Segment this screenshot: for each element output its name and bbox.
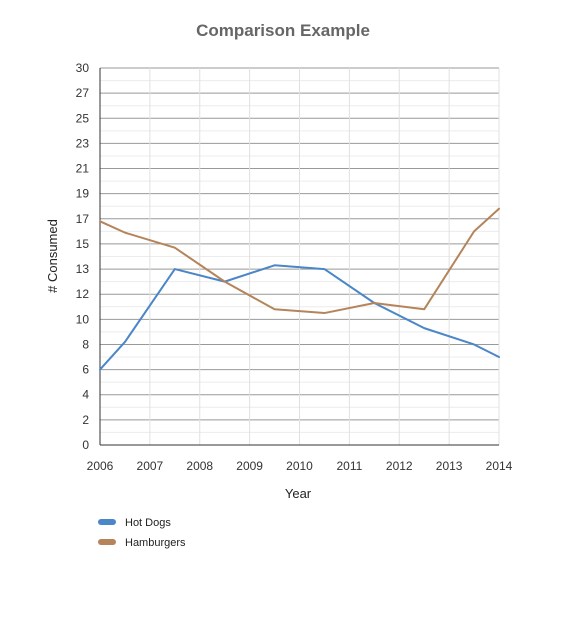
x-tick-label: 2010 bbox=[286, 459, 313, 473]
legend-label: Hot Dogs bbox=[125, 517, 171, 529]
y-tick-label: 6 bbox=[82, 363, 89, 377]
legend: Hot Dogs Hamburgers bbox=[98, 517, 186, 549]
y-tick-label: 0 bbox=[82, 438, 89, 452]
legend-swatch bbox=[98, 539, 116, 545]
x-tick-label: 2011 bbox=[336, 459, 362, 473]
y-tick-label: 13 bbox=[76, 262, 90, 276]
y-tick-label: 4 bbox=[82, 388, 89, 402]
y-tick-label: 23 bbox=[76, 136, 90, 150]
y-tick-label: 12 bbox=[76, 287, 90, 301]
y-tick-label: 21 bbox=[76, 162, 90, 176]
gridlines bbox=[99, 67, 500, 446]
x-tick-label: 2014 bbox=[486, 459, 513, 473]
x-tick-label: 2008 bbox=[186, 459, 213, 473]
y-tick-label: 2 bbox=[82, 413, 89, 427]
y-tick-label: 25 bbox=[76, 111, 90, 125]
series-line-hot-dogs bbox=[99, 264, 500, 371]
y-tick-label: 19 bbox=[76, 187, 90, 201]
x-tick-label: 2013 bbox=[436, 459, 463, 473]
axes bbox=[99, 68, 499, 446]
x-axis-title: Year bbox=[285, 486, 312, 501]
chart-title: Comparison Example bbox=[196, 21, 370, 40]
x-tick-label: 2007 bbox=[137, 459, 164, 473]
y-tick-label: 15 bbox=[76, 237, 90, 251]
y-axis-title: # Consumed bbox=[45, 219, 60, 293]
series-lines bbox=[99, 207, 500, 371]
y-tick-label: 17 bbox=[76, 212, 90, 226]
legend-label: Hamburgers bbox=[125, 537, 186, 549]
y-tick-label: 27 bbox=[76, 86, 90, 100]
y-tick-label: 30 bbox=[76, 61, 90, 75]
series-line-hamburgers bbox=[99, 207, 500, 315]
tick-labels: 0 2 4 6 8 10 12 13 15 17 19 21 23 25 27 30 2006 2007 2008 2… bbox=[76, 61, 513, 473]
y-tick-label: 10 bbox=[76, 312, 90, 326]
x-tick-label: 2006 bbox=[87, 459, 114, 473]
x-tick-label: 2012 bbox=[386, 459, 413, 473]
legend-swatch bbox=[98, 519, 116, 525]
x-tick-label: 2009 bbox=[236, 459, 263, 473]
y-tick-label: 8 bbox=[82, 337, 89, 351]
